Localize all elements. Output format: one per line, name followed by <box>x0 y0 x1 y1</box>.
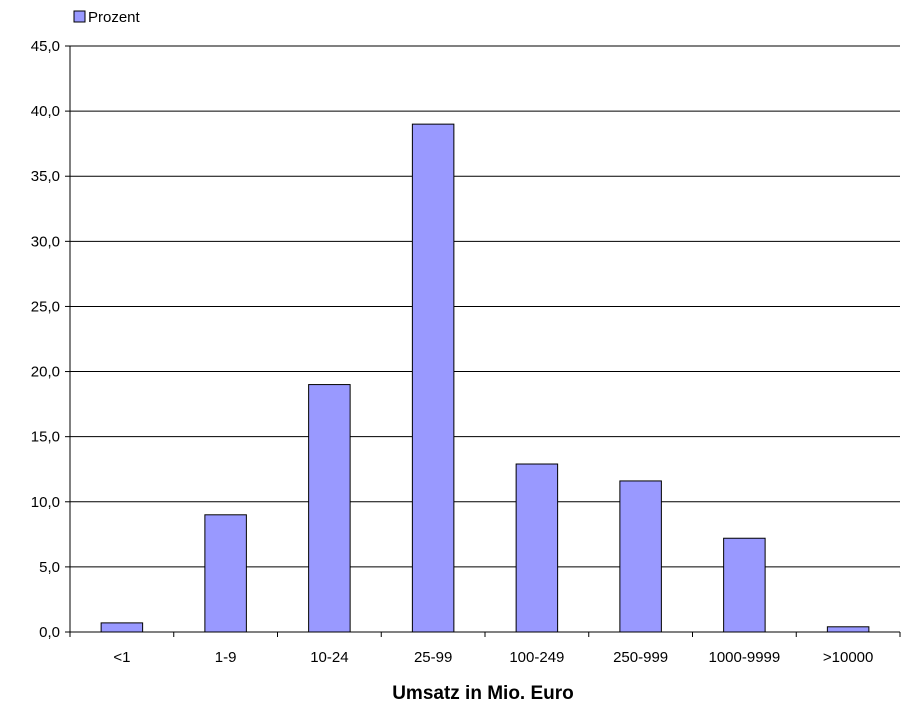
axes <box>69 46 900 633</box>
bar <box>723 537 766 633</box>
bars <box>100 123 870 633</box>
y-tick-label: 0,0 <box>39 624 60 641</box>
bar <box>619 480 662 633</box>
x-tick-label: 25-99 <box>414 649 452 666</box>
y-tick-label: 40,0 <box>31 103 60 120</box>
y-tick-label: 30,0 <box>31 233 60 250</box>
bar <box>826 626 870 633</box>
x-axis-title: Umsatz in Mio. Euro <box>392 683 574 704</box>
x-tick-label: <1 <box>113 649 130 666</box>
y-axis-ticks: 0,0 5,0 10,0 15,0 20,0 25,0 30,0 35,0 40,0 45,0 <box>31 38 70 641</box>
gridlines <box>70 45 900 568</box>
y-tick-label: 35,0 <box>31 168 60 185</box>
legend: Prozent <box>73 9 141 26</box>
x-tick-label: 1000-9999 <box>709 649 781 666</box>
bar <box>515 463 559 633</box>
bar <box>411 123 455 633</box>
bar <box>204 514 247 633</box>
y-tick-label: 10,0 <box>31 494 60 511</box>
x-tick-label: 1-9 <box>215 649 237 666</box>
x-axis-ticks: <1 1-9 10-24 25-99 100-249 250-999 1000-9999 >1… <box>69 632 901 666</box>
x-tick-label: 10-24 <box>310 649 348 666</box>
y-tick-label: 45,0 <box>31 38 60 55</box>
legend-swatch <box>73 10 86 23</box>
y-tick-label: 25,0 <box>31 298 60 315</box>
bar <box>308 384 351 633</box>
y-tick-label: 5,0 <box>39 559 60 576</box>
x-tick-label: 100-249 <box>509 649 564 666</box>
legend-label: Prozent <box>88 9 141 26</box>
x-tick-label: 250-999 <box>613 649 668 666</box>
x-tick-label: >10000 <box>823 649 873 666</box>
bar <box>100 622 144 633</box>
y-tick-label: 20,0 <box>31 364 60 381</box>
y-tick-label: 15,0 <box>31 429 60 446</box>
